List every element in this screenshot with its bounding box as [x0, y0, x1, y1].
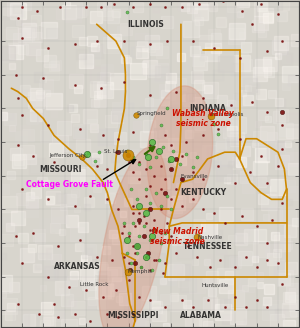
Text: ARKANSAS: ARKANSAS: [54, 262, 101, 271]
Text: New Madrid
seismic zone: New Madrid seismic zone: [150, 227, 205, 246]
Text: KENTUCKY: KENTUCKY: [180, 188, 226, 197]
Text: MISSOURI: MISSOURI: [39, 165, 82, 174]
Text: Springfield: Springfield: [136, 111, 166, 116]
Text: Nashville: Nashville: [197, 235, 223, 239]
Polygon shape: [147, 86, 213, 218]
Text: Wabash Valley
seismic zone: Wabash Valley seismic zone: [172, 109, 234, 128]
Text: INDIANA: INDIANA: [189, 104, 226, 113]
Polygon shape: [99, 147, 167, 328]
Text: Evansville: Evansville: [181, 174, 208, 179]
Text: St. Louis: St. Louis: [104, 149, 128, 154]
Text: Jefferson City: Jefferson City: [49, 153, 86, 158]
Text: MISSISSIPPI: MISSISSIPPI: [107, 311, 159, 320]
Text: Indianapolis: Indianapolis: [211, 112, 244, 117]
Text: ALABAMA: ALABAMA: [180, 311, 222, 320]
Text: Memphis: Memphis: [128, 269, 152, 274]
Text: TENNESSEE: TENNESSEE: [183, 242, 232, 251]
Text: Huntsville: Huntsville: [201, 283, 228, 288]
Text: Cottage Grove Fault: Cottage Grove Fault: [26, 180, 112, 189]
Text: ILLINOIS: ILLINOIS: [128, 20, 164, 29]
Text: Little Rock: Little Rock: [80, 282, 108, 287]
